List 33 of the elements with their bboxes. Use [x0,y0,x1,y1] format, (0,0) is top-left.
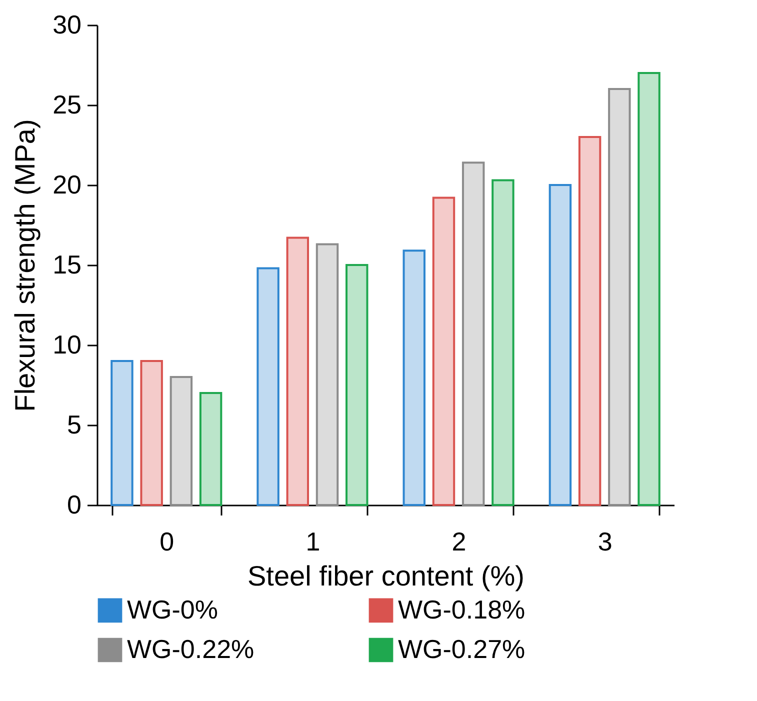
bar [492,179,514,506]
y-tick-label: 25 [52,90,82,120]
bar [638,72,660,506]
bar [346,264,368,506]
bar [608,88,631,506]
bar [548,184,572,506]
y-tick-label: 5 [67,410,82,440]
legend-label: WG-0.27% [398,634,526,664]
bar [286,236,310,506]
x-tick-label: 3 [598,526,612,556]
x-axis-title: Steel fiber content (%) [247,560,525,592]
bar [140,360,163,506]
y-tick-label: 15 [52,250,82,280]
bar [170,376,193,506]
y-tick-label: 30 [52,10,82,40]
bar [316,243,339,506]
legend-label: WG-0.22% [127,634,254,664]
x-tick-label: 1 [306,526,320,556]
y-tick-label: 20 [52,170,82,200]
bar [432,196,456,506]
bar [110,360,134,506]
y-tick-label: 0 [67,490,82,520]
y-tick-label: 10 [52,330,82,360]
bar [578,136,602,506]
bar [256,267,280,506]
legend-label: WG-0% [127,594,218,624]
legend-label: WG-0.18% [398,594,526,624]
bar [462,162,485,506]
bar [199,392,222,506]
x-tick-label: 0 [160,526,174,556]
bar [402,250,426,506]
x-tick-label: 2 [452,526,466,556]
y-axis-title: Flexural strength (MPa) [10,119,41,412]
